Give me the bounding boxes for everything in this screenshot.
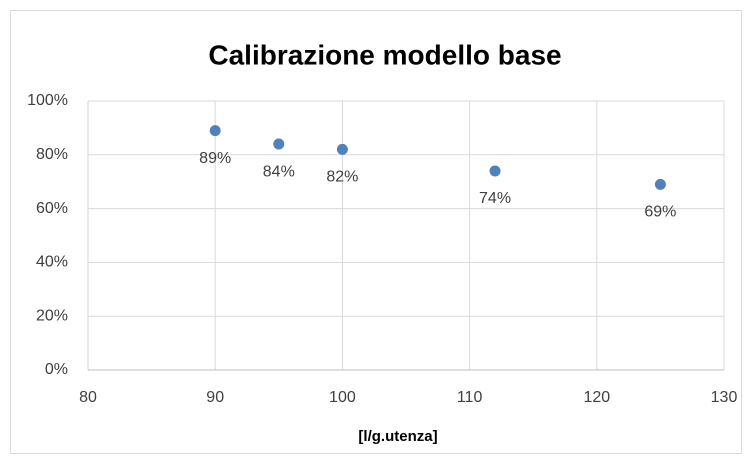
x-axis-label: [l/g.utenza] [358, 428, 437, 445]
x-tick-label: 100 [329, 389, 356, 406]
data-label: 74% [479, 190, 511, 207]
x-tick-label: 90 [206, 389, 224, 406]
x-tick-label: 120 [583, 389, 610, 406]
data-label: 69% [644, 204, 676, 221]
chart-title: Calibrazione modello base [208, 39, 561, 70]
y-tick-label: 80% [36, 146, 68, 163]
data-label: 82% [326, 169, 358, 186]
y-tick-label: 20% [36, 307, 68, 324]
y-tick-label: 40% [36, 254, 68, 271]
data-label: 89% [199, 150, 231, 167]
point [273, 138, 285, 150]
y-tick-label: 100% [27, 92, 68, 109]
y-tick-label: 60% [36, 200, 68, 217]
point [489, 165, 501, 177]
chart-border [10, 10, 742, 454]
x-tick-label: 130 [711, 389, 738, 406]
point [654, 178, 666, 190]
point [336, 143, 348, 155]
point [209, 125, 221, 137]
data-label: 84% [263, 163, 295, 180]
x-tick-label: 80 [79, 389, 97, 406]
x-tick-label: 110 [457, 389, 483, 406]
y-tick-label: 0% [45, 361, 68, 378]
